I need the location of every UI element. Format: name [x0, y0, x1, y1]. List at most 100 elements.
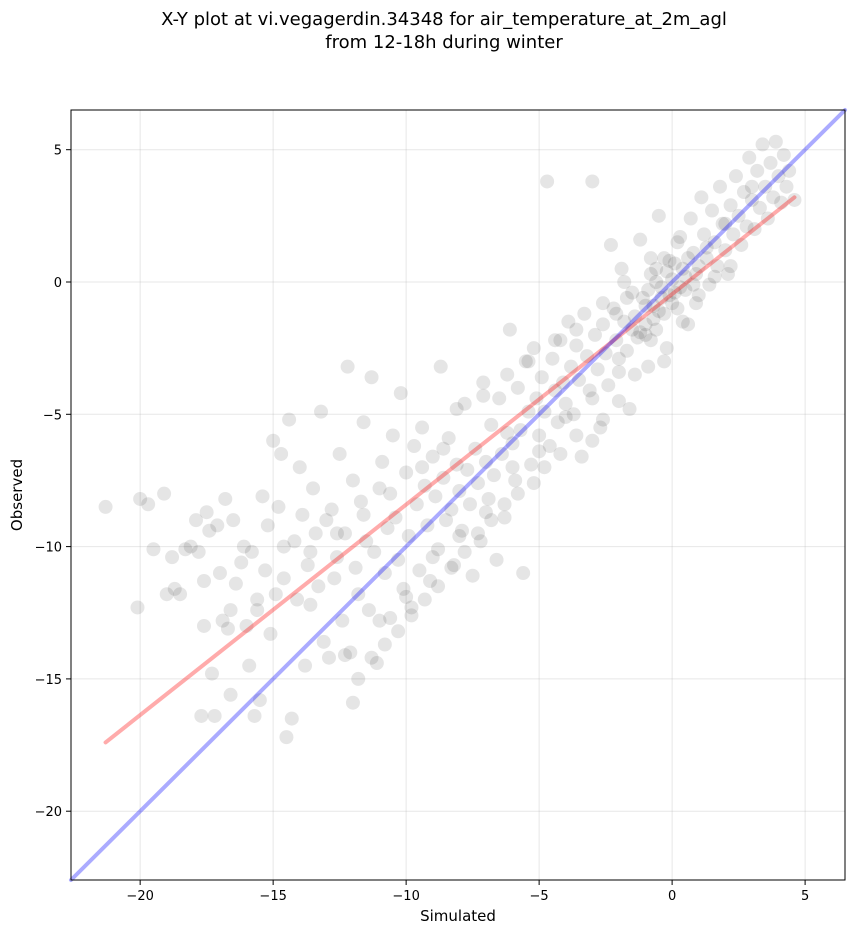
- scatter-point: [383, 486, 398, 501]
- scatter-point: [771, 169, 786, 184]
- scatter-point: [774, 195, 789, 210]
- scatter-point: [279, 730, 294, 745]
- scatter-point: [638, 317, 653, 332]
- scatter-point: [356, 507, 371, 522]
- scatter-point: [372, 481, 387, 496]
- scatter-points: [98, 134, 802, 745]
- scatter-point: [657, 306, 672, 321]
- scatter-point: [675, 314, 690, 329]
- scatter-point: [500, 367, 515, 382]
- scatter-point: [638, 327, 653, 342]
- scatter-point: [665, 296, 680, 311]
- scatter-point: [202, 523, 217, 538]
- scatter-point: [367, 544, 382, 559]
- y-axis-label: Observed: [8, 459, 26, 531]
- scatter-point: [324, 502, 339, 517]
- scatter-point: [361, 603, 376, 618]
- scatter-point: [675, 261, 690, 276]
- scatter-point: [779, 179, 794, 194]
- scatter-point: [558, 396, 573, 411]
- scatter-point: [526, 476, 541, 491]
- scatter-point: [569, 428, 584, 443]
- scatter-point: [396, 581, 411, 596]
- scatter-point: [433, 359, 448, 374]
- scatter-point: [662, 253, 677, 268]
- scatter-point: [524, 457, 539, 472]
- scatter-point: [582, 383, 597, 398]
- scatter-point: [247, 708, 262, 723]
- scatter-point: [460, 462, 475, 477]
- scatter-point: [345, 695, 360, 710]
- scatter-point: [638, 298, 653, 313]
- scatter-point: [654, 290, 669, 305]
- scatter-point: [611, 364, 626, 379]
- scatter-point: [521, 404, 536, 419]
- scatter-point: [276, 539, 291, 554]
- scatter-point: [641, 282, 656, 297]
- scatter-point: [510, 380, 525, 395]
- scatter-point: [505, 436, 520, 451]
- scatter-point: [377, 566, 392, 581]
- scatter-point: [651, 304, 666, 319]
- scatter-point: [678, 269, 693, 284]
- scatter-point: [473, 534, 488, 549]
- scatter-point: [173, 587, 188, 602]
- scatter-point: [284, 711, 299, 726]
- grid: [71, 110, 845, 880]
- scatter-point: [212, 566, 227, 581]
- scatter-point: [322, 650, 336, 665]
- scatter-point: [252, 693, 267, 708]
- scatter-point: [178, 542, 193, 557]
- scatter-point: [742, 150, 757, 165]
- scatter-point: [545, 351, 560, 366]
- scatter-point: [670, 235, 685, 250]
- scatter-point: [697, 227, 712, 242]
- y-tick-label: 0: [54, 276, 62, 291]
- scatter-point: [585, 174, 600, 189]
- scatter-point: [558, 409, 573, 424]
- scatter-point: [468, 441, 483, 456]
- scatter-point: [423, 573, 438, 588]
- scatter-point: [580, 349, 594, 364]
- y-tick-label: −20: [35, 805, 62, 820]
- x-tick-label: 5: [801, 889, 809, 904]
- scatter-point: [189, 513, 204, 528]
- scatter-point: [681, 317, 696, 332]
- scatter-point: [351, 671, 366, 686]
- scatter-point: [689, 296, 704, 311]
- scatter-point: [566, 407, 581, 422]
- scatter-point: [521, 354, 536, 369]
- scatter-point: [569, 338, 584, 353]
- scatter-point: [359, 534, 374, 549]
- scatter-point: [250, 592, 265, 607]
- scatter-point: [497, 497, 512, 512]
- scatter-point: [415, 420, 430, 435]
- scatter-point: [412, 563, 427, 578]
- scatter-point: [457, 396, 472, 411]
- scatter-point: [707, 269, 722, 284]
- scatter-point: [476, 375, 491, 390]
- scatter-point: [659, 264, 674, 279]
- scatter-point: [715, 216, 730, 231]
- scatter-point: [236, 539, 251, 554]
- scatter-point: [649, 261, 664, 276]
- scatter-point: [319, 513, 334, 528]
- scatter-point: [372, 613, 387, 628]
- scatter-point: [436, 470, 451, 485]
- scatter-point: [633, 232, 648, 247]
- scatter-point: [691, 288, 706, 303]
- scatter-point: [311, 579, 326, 594]
- scatter-point: [457, 544, 472, 559]
- scatter-point: [572, 372, 587, 387]
- scatter-point: [625, 285, 640, 300]
- scatter-point: [425, 449, 440, 464]
- scatter-point: [606, 301, 621, 316]
- scatter-point: [196, 618, 211, 633]
- scatter-point: [776, 147, 791, 162]
- scatter-point: [343, 645, 358, 660]
- scatter-point: [609, 333, 624, 348]
- scatter-point: [643, 267, 658, 282]
- scatter-point: [710, 259, 725, 274]
- scatter-point: [595, 317, 610, 332]
- scatter-point: [718, 243, 733, 258]
